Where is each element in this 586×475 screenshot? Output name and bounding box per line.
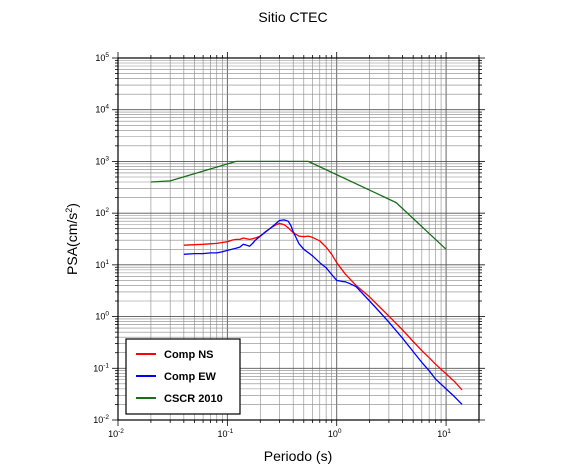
y-tick-label: 102	[95, 207, 109, 218]
legend-label-comp-ns: Comp NS	[164, 349, 214, 361]
x-tick-label: 10-2	[108, 428, 124, 439]
y-axis-label-sup: 2	[64, 208, 74, 213]
x-tick-label: 101	[437, 428, 451, 439]
legend-label-cscr-2010: CSCR 2010	[164, 393, 223, 405]
series-line-cscr-2010	[150, 160, 447, 250]
legend: Comp NS Comp EW CSCR 2010	[125, 338, 241, 415]
axis-ticks: 10-2 10-1 100 101 10-2 10-1 100 101 102 103 104 105	[93, 52, 485, 439]
x-tick-label: 100	[328, 428, 342, 439]
plot-frame	[117, 57, 480, 421]
y-tick-label: 104	[95, 104, 109, 115]
y-axis-label: PSA(cm/s2)	[64, 203, 80, 275]
chart-title: Sitio CTEC	[258, 9, 327, 25]
y-tick-label: 101	[95, 259, 109, 270]
x-axis-label: Periodo (s)	[264, 448, 332, 464]
legend-label-comp-ew: Comp EW	[164, 371, 217, 383]
y-axis-label-base: PSA(cm/s	[64, 213, 80, 275]
series-lines	[150, 160, 463, 405]
y-tick-label: 10-2	[93, 414, 109, 425]
y-tick-label: 10-1	[93, 362, 109, 373]
x-tick-label: 10-1	[217, 428, 233, 439]
y-axis-label-close: )	[64, 203, 80, 208]
y-tick-label: 100	[95, 311, 109, 322]
y-tick-label: 103	[95, 155, 109, 166]
series-line-comp-ew	[183, 219, 463, 405]
series-line-comp-ns	[183, 222, 463, 391]
y-tick-label: 105	[95, 52, 109, 63]
